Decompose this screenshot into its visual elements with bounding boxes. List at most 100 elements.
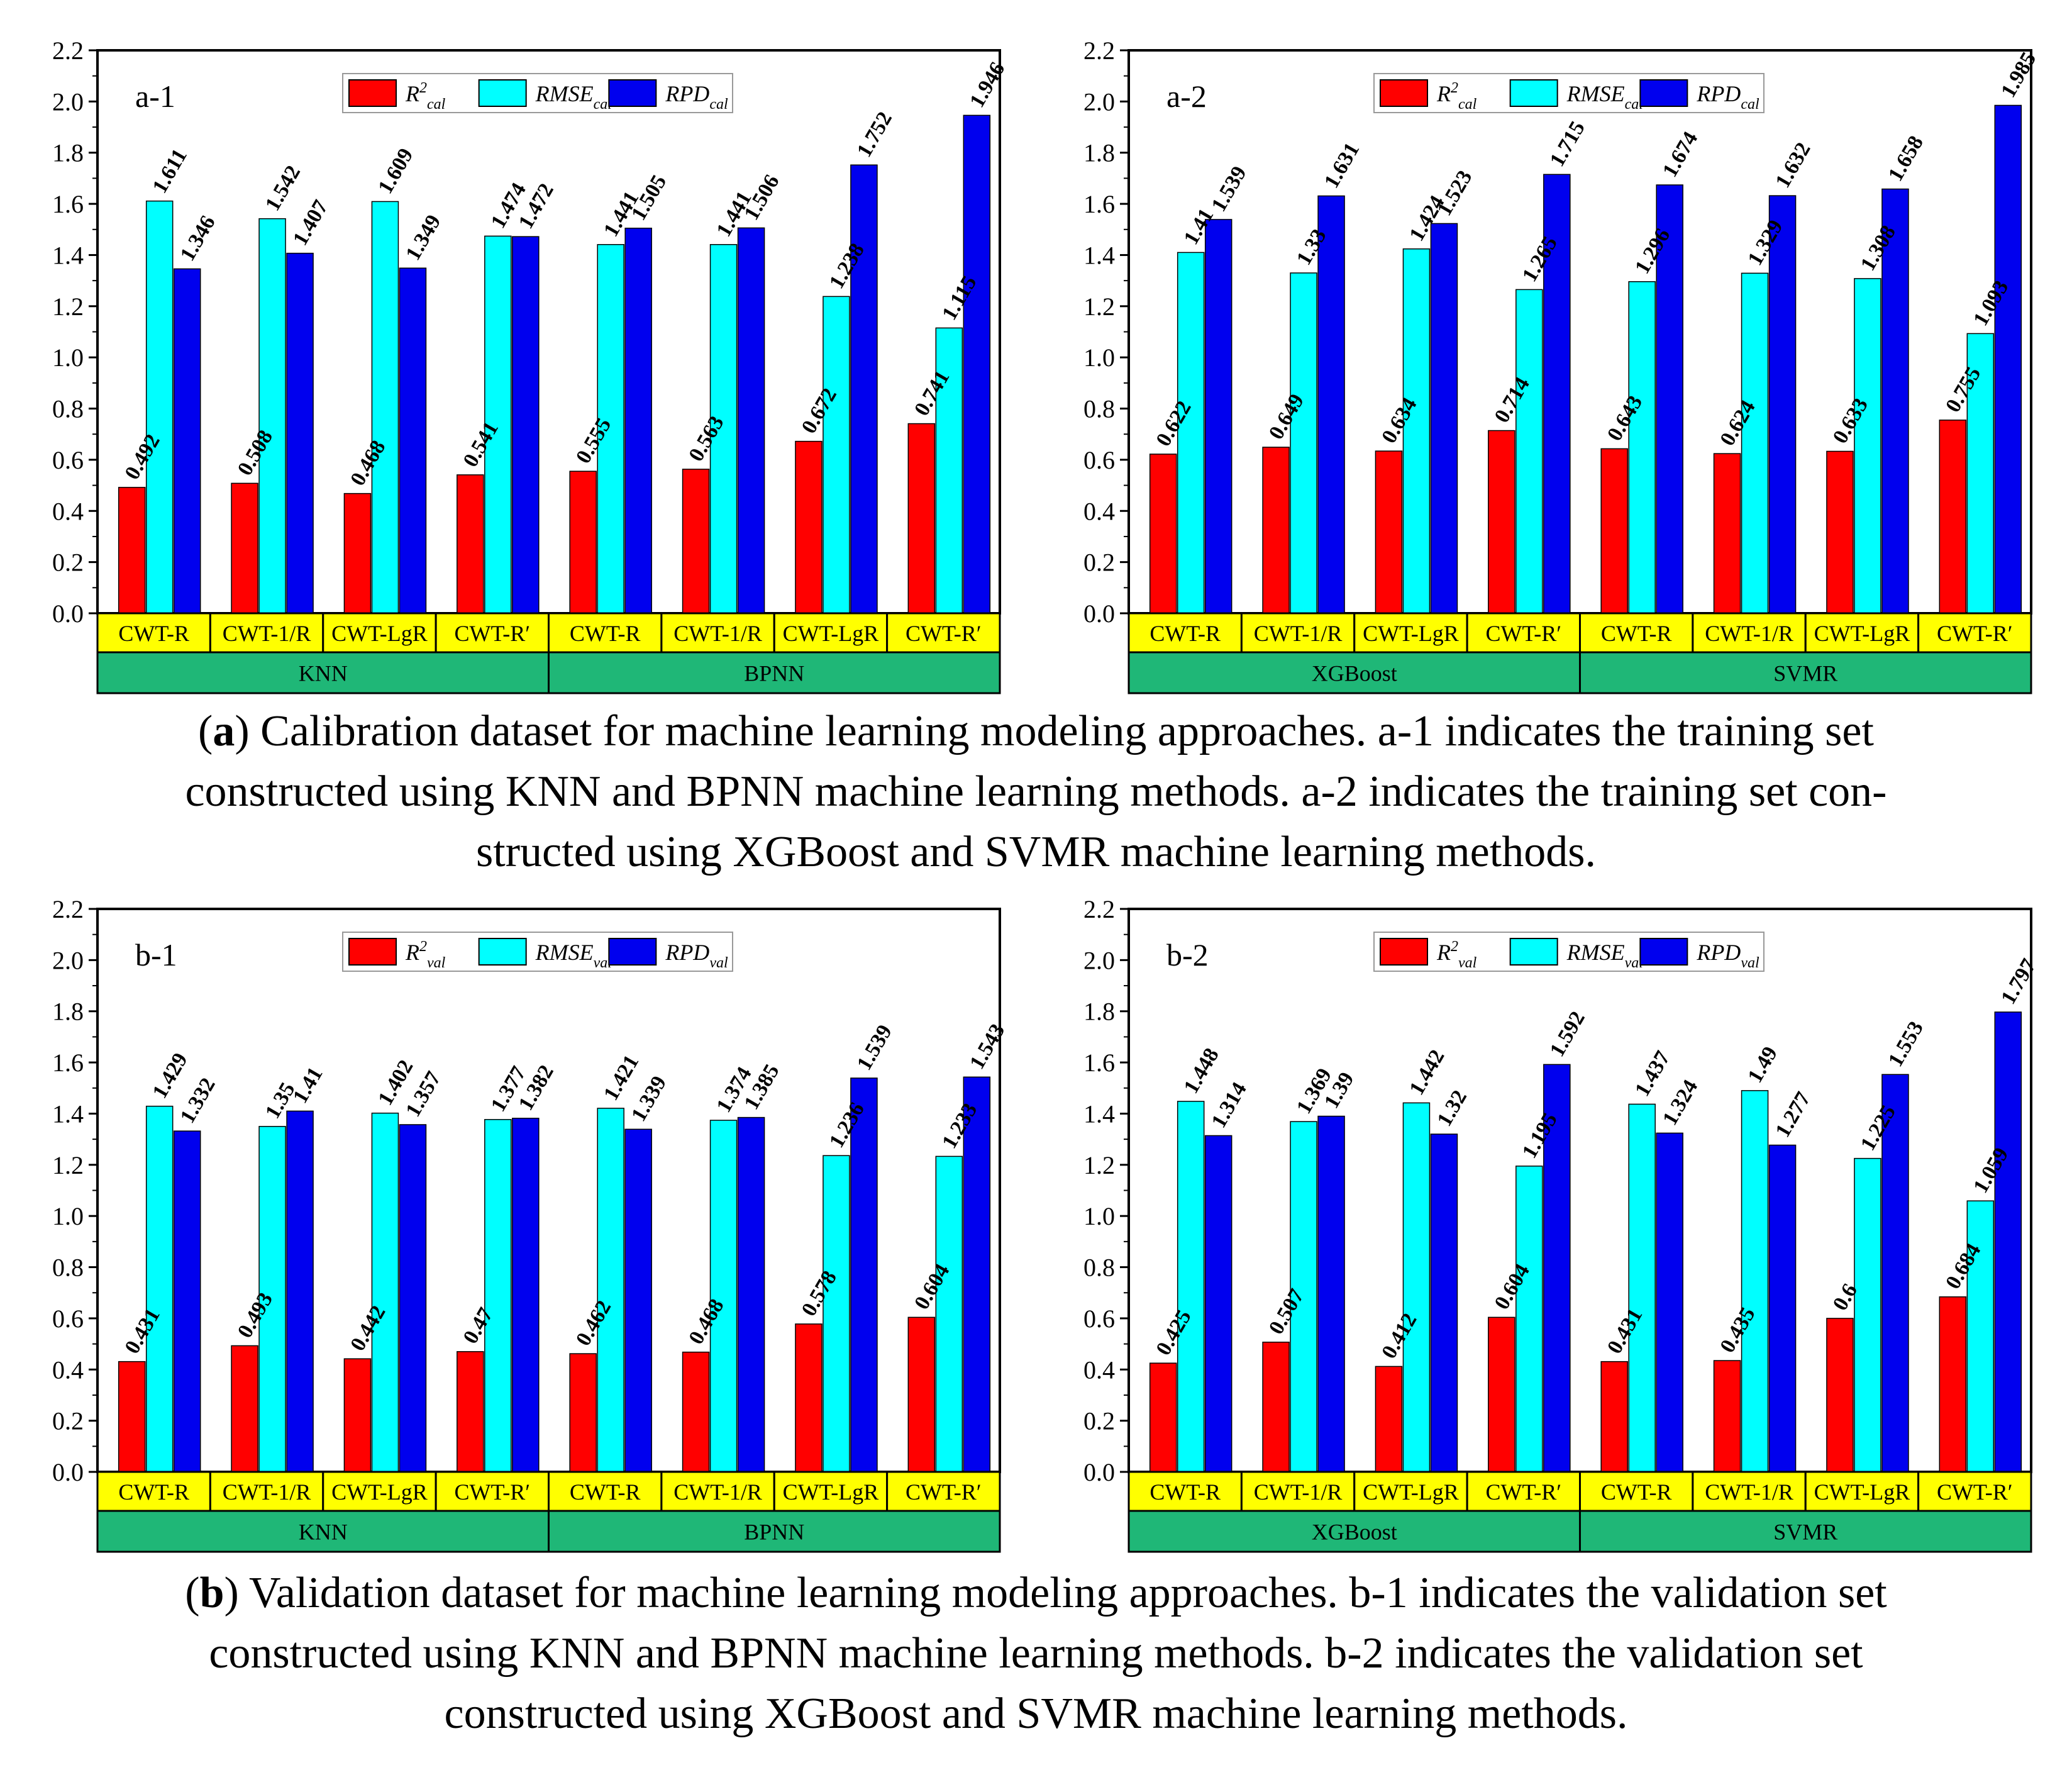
bar-rmse	[1290, 1121, 1317, 1473]
bar-r2	[569, 1353, 597, 1473]
legend-label-r2: R2cal	[1436, 80, 1477, 113]
bar-rmse	[1177, 1101, 1205, 1473]
bar-rpd	[286, 1110, 314, 1473]
bar-r2	[1600, 448, 1628, 614]
group-cell	[96, 1510, 550, 1553]
bar-rpd	[1881, 1074, 1909, 1473]
group-cell	[1127, 651, 1581, 694]
caption-a-line-3: structed using XGBoost and SVMR machine …	[476, 828, 1596, 876]
y-tick-label: 0.2	[52, 548, 84, 577]
bar-r2	[118, 1361, 146, 1473]
group-label: SVMR	[1773, 1520, 1837, 1545]
y-tick-label: 2.2	[52, 36, 84, 65]
bar-r2	[1713, 453, 1741, 614]
bar-rpd	[1317, 195, 1345, 614]
y-tick-label: 0.6	[1083, 446, 1115, 474]
category-cell	[1917, 612, 2032, 654]
legend-box	[342, 73, 733, 113]
bar-r2	[682, 469, 710, 614]
bar-rmse	[1966, 1200, 1995, 1473]
bar-r2	[907, 423, 936, 614]
group-label: KNN	[299, 1520, 348, 1545]
y-tick-label: 0.0	[1083, 599, 1115, 628]
caption-a-line-2: constructed using KNN and BPNN machine l…	[185, 767, 1887, 816]
category-label: CWT-1/R	[673, 621, 762, 646]
category-cell	[435, 1471, 550, 1512]
bar-r2	[457, 1351, 484, 1473]
legend-swatch-rmse	[478, 938, 527, 966]
bar-rpd	[850, 164, 878, 614]
bar-r2	[907, 1317, 936, 1473]
y-tick-label: 0.4	[1083, 1356, 1115, 1384]
legend-box	[342, 932, 733, 972]
bar-r2	[457, 474, 484, 614]
bar-rmse	[371, 201, 399, 614]
legend-swatch-rmse	[1509, 79, 1558, 107]
bar-r2	[231, 1345, 258, 1473]
category-cell	[435, 612, 550, 654]
bar-rpd	[1881, 188, 1909, 614]
category-label: CWT-R′	[455, 621, 531, 646]
bar-rmse	[145, 200, 174, 614]
category-label: CWT-R′	[906, 1479, 982, 1505]
bar-rpd	[963, 114, 991, 614]
category-label: CWT-R	[1150, 1479, 1221, 1505]
category-label: CWT-R	[1601, 1479, 1672, 1505]
y-tick-label: 1.6	[1083, 1049, 1115, 1077]
category-axis: CWT-R CWT-1/R CWT-LgR CWT-R′ CWT-R CWT-1/R CWT…	[96, 1471, 1001, 1553]
legend-swatch-r2	[1380, 79, 1428, 107]
category-label: CWT-LgR	[783, 621, 879, 646]
y-tick-label: 0.4	[52, 497, 84, 525]
y-tick-label: 1.0	[1083, 1202, 1115, 1230]
bar-r2	[1262, 1341, 1290, 1473]
bar-r2	[343, 493, 372, 614]
legend: R2val RMSEval RPDval	[1373, 932, 1765, 972]
category-cell	[1579, 1471, 1694, 1512]
legend-swatch-rpd	[1639, 79, 1688, 107]
bar-rpd	[1430, 223, 1458, 614]
group-label: KNN	[299, 661, 348, 686]
legend-swatch-r2	[1380, 938, 1428, 966]
category-label: CWT-R′	[906, 621, 982, 646]
caption-a: (a) Calibration dataset for machine lear…	[0, 701, 2072, 882]
y-tick-label: 0.2	[1083, 548, 1115, 577]
group-cell	[96, 651, 550, 694]
legend-swatch-r2	[348, 938, 397, 966]
y-tick-label: 1.6	[1083, 190, 1115, 218]
legend-swatch-r2	[348, 79, 397, 107]
bar-rmse	[484, 1119, 512, 1473]
category-cell	[1240, 1471, 1356, 1512]
category-label: CWT-R′	[1486, 621, 1562, 646]
y-tick-label: 0.0	[1083, 1458, 1115, 1486]
group-label: BPNN	[744, 1520, 804, 1545]
caption-b-line-2: constructed using KNN and BPNN machine l…	[209, 1629, 1863, 1678]
legend-label-rmse: RMSEval	[535, 940, 612, 971]
bar-rmse	[597, 1108, 624, 1473]
legend-label-rpd: RPDcal	[665, 81, 728, 113]
chart-a-2: 0.0 0.2 0.4 0.6 0.8 1.0 1.2 1.4 1.6 1.8 2.0 2.2 a-2 R…	[1083, 36, 2041, 694]
y-tick-label: 0.8	[1083, 1254, 1115, 1282]
bar-rmse	[1854, 278, 1881, 614]
y-tick-label: 0.8	[52, 395, 84, 423]
y-tick-label: 1.4	[52, 1100, 84, 1128]
category-cell	[1127, 612, 1243, 654]
category-label: CWT-1/R	[1254, 1479, 1343, 1505]
bar-rmse	[1628, 1103, 1656, 1473]
bar-r2	[795, 1323, 823, 1473]
legend: R2val RMSEval RPDval	[342, 932, 733, 972]
bar-r2	[1488, 1317, 1515, 1473]
y-tick-label: 1.4	[1083, 241, 1115, 269]
bar-rmse	[258, 218, 286, 614]
bar-rpd	[1543, 174, 1571, 614]
category-label: CWT-R	[1601, 621, 1672, 646]
legend-label-rpd: RPDcal	[1696, 81, 1759, 113]
panel-label: b-1	[135, 937, 177, 972]
chart-a-1: 0.0 0.2 0.4 0.6 0.8 1.0 1.2 1.4 1.6 1.8 2.0 2.2 a-1 R…	[52, 36, 1009, 694]
bar-rmse	[709, 1120, 738, 1473]
bar-r2	[682, 1351, 710, 1473]
bar-rpd	[1656, 184, 1683, 614]
bars	[118, 1076, 991, 1473]
legend-label-r2: R2val	[405, 938, 446, 971]
group-cell	[1579, 1510, 2032, 1553]
